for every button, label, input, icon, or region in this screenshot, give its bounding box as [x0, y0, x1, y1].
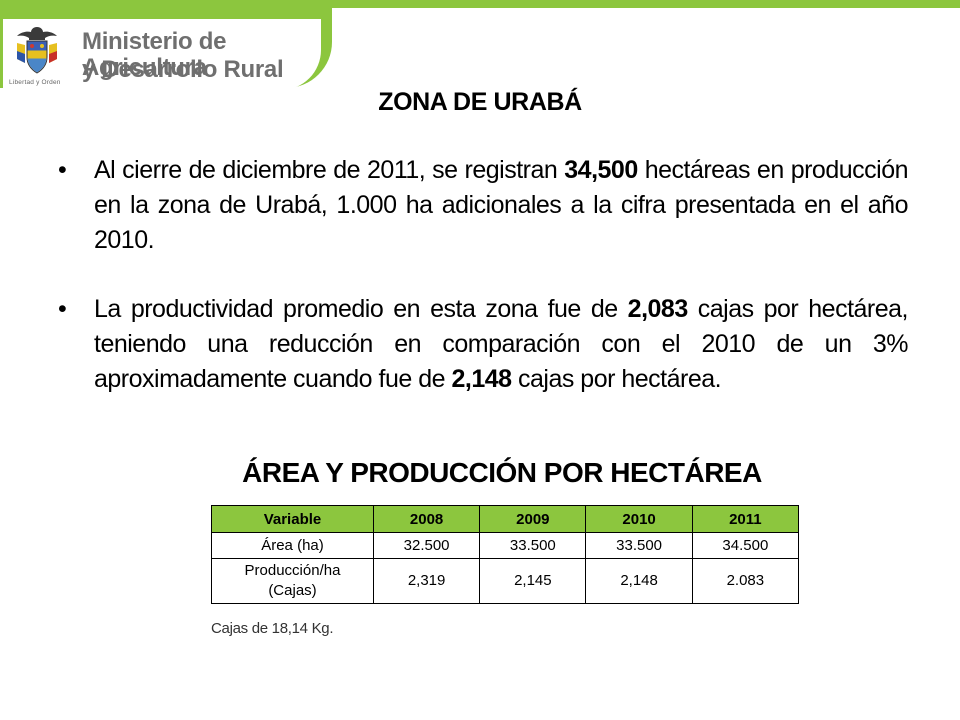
bullet-bold-value: 2,083 — [627, 295, 689, 323]
header-cell-2010: 2010 — [585, 505, 693, 533]
page-title: ZONA DE URABÁ — [378, 88, 582, 116]
table-title: ÁREA Y PRODUCCIÓN POR HECTÁREA — [242, 457, 762, 488]
table-row: Área (ha) 32.500 33.500 33.500 34.500 — [211, 532, 800, 559]
row-label-production: Producción/ha (Cajas) — [211, 558, 374, 604]
area-production-table: Variable 2008 2009 2010 2011 Área (ha) 3… — [211, 505, 800, 604]
ministry-logo-inner: Libertad y Orden Ministerio de Agricultu… — [3, 19, 321, 90]
bullet-text: La productividad promedio en esta zona f… — [94, 295, 628, 323]
bullet-item-productivity: • La productividad promedio en esta zona… — [58, 292, 909, 397]
header-cell-variable: Variable — [211, 505, 374, 533]
header-green-band — [0, 0, 960, 8]
bullet-mark: • — [58, 295, 67, 323]
cell-value: 2,319 — [372, 558, 481, 604]
ministry-name-line1: Ministerio de Agricultura — [82, 28, 227, 81]
ministry-name-line2: y Desarrollo Rural — [82, 56, 284, 83]
bullet-mark: • — [58, 156, 67, 184]
bullet-text: hectáreas en producción en la zona de Ur… — [94, 156, 909, 254]
bullet-bold-value: 2,148 — [451, 365, 512, 393]
cell-value: 2.083 — [691, 558, 800, 604]
row-label-line: Producción/ha — [244, 562, 341, 579]
cell-value: 2,145 — [479, 558, 587, 604]
colombia-coat-of-arms-icon — [17, 27, 57, 74]
cell-value: 34.500 — [691, 532, 800, 559]
bullet-text: cajas por hectárea, teniendo una reducci… — [94, 295, 909, 393]
cell-value: 33.500 — [479, 532, 587, 559]
row-label-line: (Cajas) — [268, 582, 317, 599]
bullet-text: Al cierre de diciembre de 2011, se regis… — [94, 156, 565, 184]
footnote: Cajas de 18,14 Kg. — [211, 620, 334, 637]
ministry-logo-block: Libertad y Orden Ministerio de Agricultu… — [0, 8, 332, 90]
table-header-row: Variable 2008 2009 2010 2011 — [211, 505, 800, 533]
cell-value: 33.500 — [585, 532, 693, 559]
header-cell-2008: 2008 — [372, 505, 481, 533]
cell-value: 2,148 — [585, 558, 693, 604]
header-cell-2009: 2009 — [479, 505, 587, 533]
bullet-list: • Al cierre de diciembre de 2011, se reg… — [58, 153, 909, 431]
cell-value: 32.500 — [372, 532, 481, 559]
header: Libertad y Orden Ministerio de Agricultu… — [0, 0, 960, 90]
crest-caption: Libertad y Orden — [9, 79, 61, 86]
row-label-area: Área (ha) — [211, 532, 374, 559]
header-cell-2011: 2011 — [691, 505, 800, 533]
table-row: Producción/ha (Cajas) 2,319 2,145 2,148 2… — [211, 558, 800, 604]
bullet-item-area: • Al cierre de diciembre de 2011, se reg… — [58, 153, 909, 258]
bullet-text: cajas por hectárea. — [511, 365, 722, 393]
bullet-bold-value: 34,500 — [564, 156, 638, 184]
